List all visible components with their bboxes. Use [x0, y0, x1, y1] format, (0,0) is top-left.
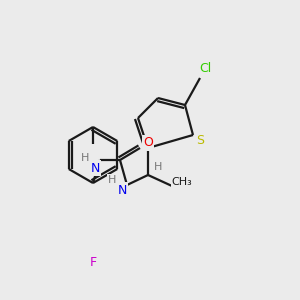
Text: Cl: Cl	[199, 61, 211, 74]
Text: O: O	[143, 136, 153, 149]
Text: F: F	[89, 256, 97, 269]
Text: N: N	[90, 161, 100, 175]
Text: H: H	[154, 162, 162, 172]
Text: H: H	[108, 175, 116, 185]
Text: S: S	[196, 134, 204, 146]
Text: CH₃: CH₃	[172, 177, 192, 187]
Text: H: H	[81, 153, 89, 163]
Text: N: N	[117, 184, 127, 196]
